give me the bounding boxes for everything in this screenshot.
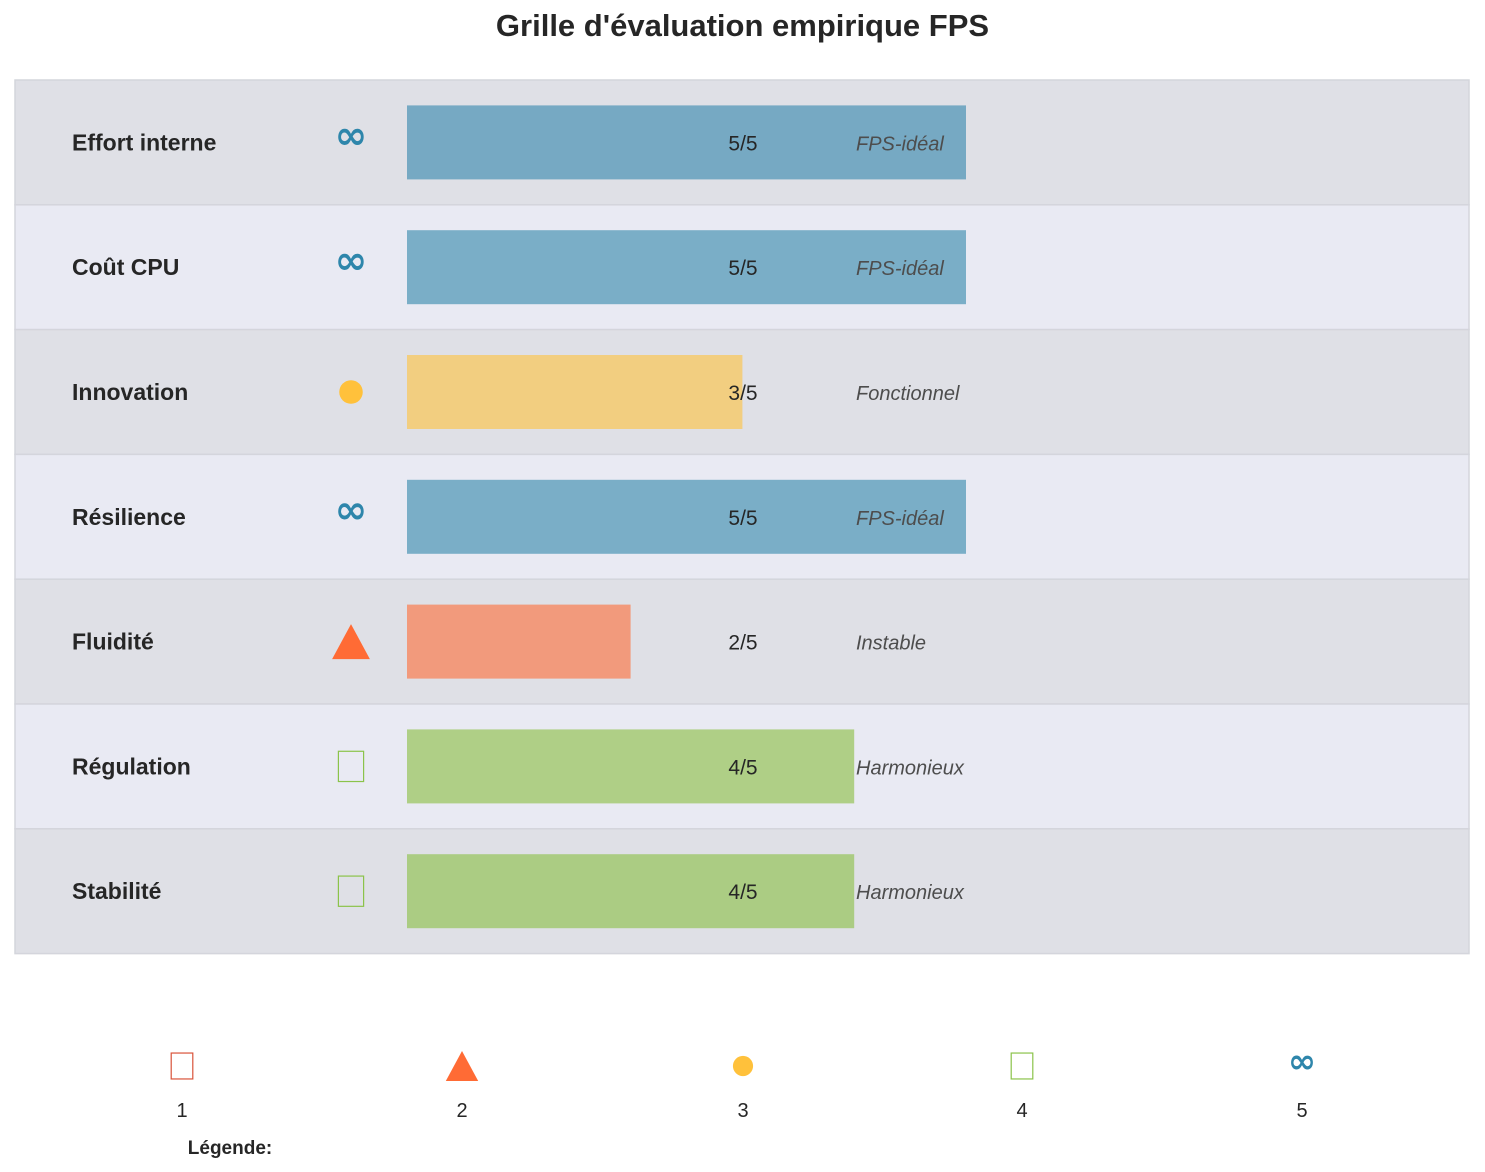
legend-label: 5 (1296, 1100, 1307, 1122)
status-label: FPS-idéal (856, 258, 944, 280)
chart-title: Grille d'évaluation empirique FPS (495, 8, 990, 43)
status-label: Fonctionnel (856, 383, 960, 405)
legend-label: 3 (737, 1100, 748, 1122)
table-row: Stabilité 4/5 Harmonieux (14, 828, 1470, 955)
score-label: 5/5 (728, 132, 757, 155)
score-bar (407, 355, 743, 429)
triangle-icon (332, 624, 370, 660)
row-label: Fluidité (72, 629, 154, 655)
table-row: Effort interne ∞ 5/5 FPS-idéal (14, 79, 1470, 206)
row-label: Innovation (72, 379, 188, 405)
circle-icon (339, 380, 363, 404)
score-label: 5/5 (728, 257, 757, 280)
legend-item: ∞5 (1288, 1042, 1316, 1122)
status-label: Harmonieux (856, 882, 965, 904)
score-label: 3/5 (728, 382, 757, 405)
row-label: Régulation (72, 753, 191, 779)
row-label: Résilience (72, 504, 186, 530)
score-label: 4/5 (728, 881, 757, 904)
score-label: 2/5 (728, 632, 757, 655)
table-row: Résilience ∞ 5/5 FPS-idéal (14, 453, 1470, 580)
legend-title: Légende: (188, 1138, 272, 1159)
score-bar (407, 479, 966, 554)
table-row: Fluidité 2/5 Instable (14, 578, 1470, 705)
row-label: Effort interne (72, 129, 216, 155)
infinity-icon: ∞ (335, 113, 368, 158)
score-bar (407, 604, 631, 679)
rows-layer: Effort interne ∞ 5/5 FPS-idéal Coût CPU ∞ 5/5 F… (14, 79, 1470, 955)
score-bar (407, 230, 966, 305)
legend-infinity-icon: ∞ (1288, 1042, 1316, 1081)
score-bar (407, 729, 855, 804)
legend-square-icon (1010, 1052, 1034, 1080)
row-band (14, 578, 1470, 705)
legend-item: 2 (445, 1051, 479, 1122)
legend-item: 4 (1010, 1052, 1034, 1122)
legend-label: 1 (176, 1100, 187, 1122)
row-label: Stabilité (72, 878, 161, 904)
square-icon (337, 875, 365, 907)
infinity-icon: ∞ (335, 238, 368, 283)
legend-item: 3 (732, 1055, 754, 1122)
score-label: 5/5 (728, 507, 757, 530)
square-icon (337, 750, 365, 783)
infinity-icon: ∞ (335, 488, 368, 533)
table-row: Coût CPU ∞ 5/5 FPS-idéal (14, 204, 1470, 331)
legend-square-icon (170, 1052, 194, 1080)
status-label: FPS-idéal (856, 508, 944, 530)
table-row: Régulation 4/5 Harmonieux (14, 703, 1470, 830)
score-label: 4/5 (728, 756, 757, 779)
legend-item: 1 (170, 1052, 194, 1122)
legend-label: 4 (1016, 1100, 1027, 1122)
status-label: FPS-idéal (856, 133, 944, 155)
row-label: Coût CPU (72, 254, 179, 280)
legend-triangle-icon (445, 1051, 479, 1081)
status-label: Instable (856, 633, 926, 655)
score-bar (407, 854, 855, 929)
table-row: Innovation 3/5 Fonctionnel (14, 328, 1470, 456)
legend-circle-icon (732, 1055, 754, 1077)
legend-label: 2 (456, 1100, 467, 1122)
status-label: Harmonieux (856, 757, 965, 779)
score-bar (407, 105, 966, 180)
